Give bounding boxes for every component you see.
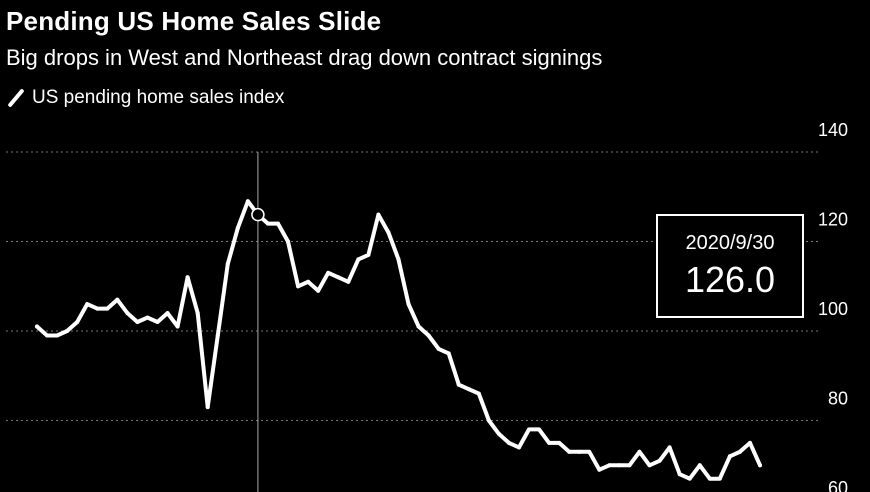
hover-marker [251,207,265,222]
data-point[interactable] [115,297,120,302]
y-tick-label: 100 [818,299,848,319]
data-point[interactable] [265,221,270,226]
data-point[interactable] [356,257,361,262]
data-point[interactable] [135,320,140,325]
data-points [35,199,762,481]
chart-subtitle: Big drops in West and Northeast drag dow… [6,45,603,70]
data-point[interactable] [155,320,160,325]
data-point[interactable] [336,275,341,280]
data-point[interactable] [235,226,240,231]
data-point[interactable] [75,320,80,325]
data-point[interactable] [205,405,210,410]
data-point[interactable] [567,449,572,454]
data-point[interactable] [737,449,742,454]
data-point[interactable] [707,476,712,481]
data-point[interactable] [416,324,421,329]
data-point[interactable] [125,311,130,316]
data-point[interactable] [366,252,371,257]
legend-label: US pending home sales index [32,87,285,108]
data-point[interactable] [506,440,511,445]
data-point[interactable] [587,449,592,454]
y-tick-label: 120 [818,210,848,230]
data-point[interactable] [65,329,70,333]
data-point[interactable] [677,472,682,477]
data-point[interactable] [326,270,331,275]
data-point[interactable] [637,449,642,454]
data-point[interactable] [45,333,50,338]
data-point[interactable] [687,476,692,481]
gridlines [6,151,820,421]
data-point[interactable] [727,454,732,459]
data-point[interactable] [55,333,60,338]
data-point[interactable] [376,212,381,217]
data-point[interactable] [466,387,471,392]
data-point[interactable] [296,284,301,289]
y-tick-label: 60 [828,478,848,492]
data-point[interactable] [617,463,622,468]
data-point[interactable] [406,302,411,307]
line-series-icon [7,88,25,108]
data-point[interactable] [657,458,662,463]
data-point[interactable] [145,315,150,320]
data-point[interactable] [436,346,441,351]
tooltip-date: 2020/9/30 [685,232,775,254]
tooltip: 2020/9/30 126.0 [656,214,804,318]
legend: US pending home sales index [7,87,285,109]
data-point[interactable] [165,311,170,316]
data-point[interactable] [346,279,351,284]
tooltip-value: 126.0 [684,259,776,300]
data-point[interactable] [286,239,291,244]
data-point[interactable] [496,431,501,436]
data-point[interactable] [185,275,190,280]
chart-title: Pending US Home Sales Slide [6,6,382,36]
data-point[interactable] [557,440,562,445]
data-point[interactable] [758,463,762,468]
y-tick-label: 80 [828,389,848,409]
data-point[interactable] [667,445,672,450]
data-point[interactable] [747,440,752,445]
y-tick-label: 140 [818,120,848,140]
data-point[interactable] [386,230,391,235]
data-point[interactable] [607,463,612,468]
data-point[interactable] [486,418,491,423]
data-point[interactable] [547,440,552,445]
data-point[interactable] [225,261,230,266]
data-point[interactable] [396,257,401,262]
data-point[interactable] [597,467,602,472]
data-point[interactable] [95,306,100,311]
data-point[interactable] [245,199,250,204]
data-point[interactable] [195,311,200,316]
y-axis-tick-labels: 140 120 100 80 60 [818,120,848,492]
data-point[interactable] [517,445,521,450]
data-point[interactable] [426,333,431,338]
data-point[interactable] [35,324,39,329]
data-point[interactable] [697,463,702,468]
data-point[interactable] [175,324,180,329]
data-point[interactable] [627,463,632,468]
data-point[interactable] [446,351,451,356]
data-point[interactable] [527,427,532,432]
data-point[interactable] [276,221,280,226]
data-point[interactable] [647,463,652,468]
data-point[interactable] [537,427,542,432]
data-point[interactable] [456,382,461,387]
data-point[interactable] [105,306,110,311]
data-point[interactable] [476,391,481,396]
series-line[interactable] [35,199,762,481]
data-point[interactable] [316,288,321,293]
data-point[interactable] [85,302,90,307]
data-point[interactable] [215,333,220,338]
data-point[interactable] [306,279,311,284]
data-point[interactable] [717,476,722,481]
data-point[interactable] [577,449,582,454]
